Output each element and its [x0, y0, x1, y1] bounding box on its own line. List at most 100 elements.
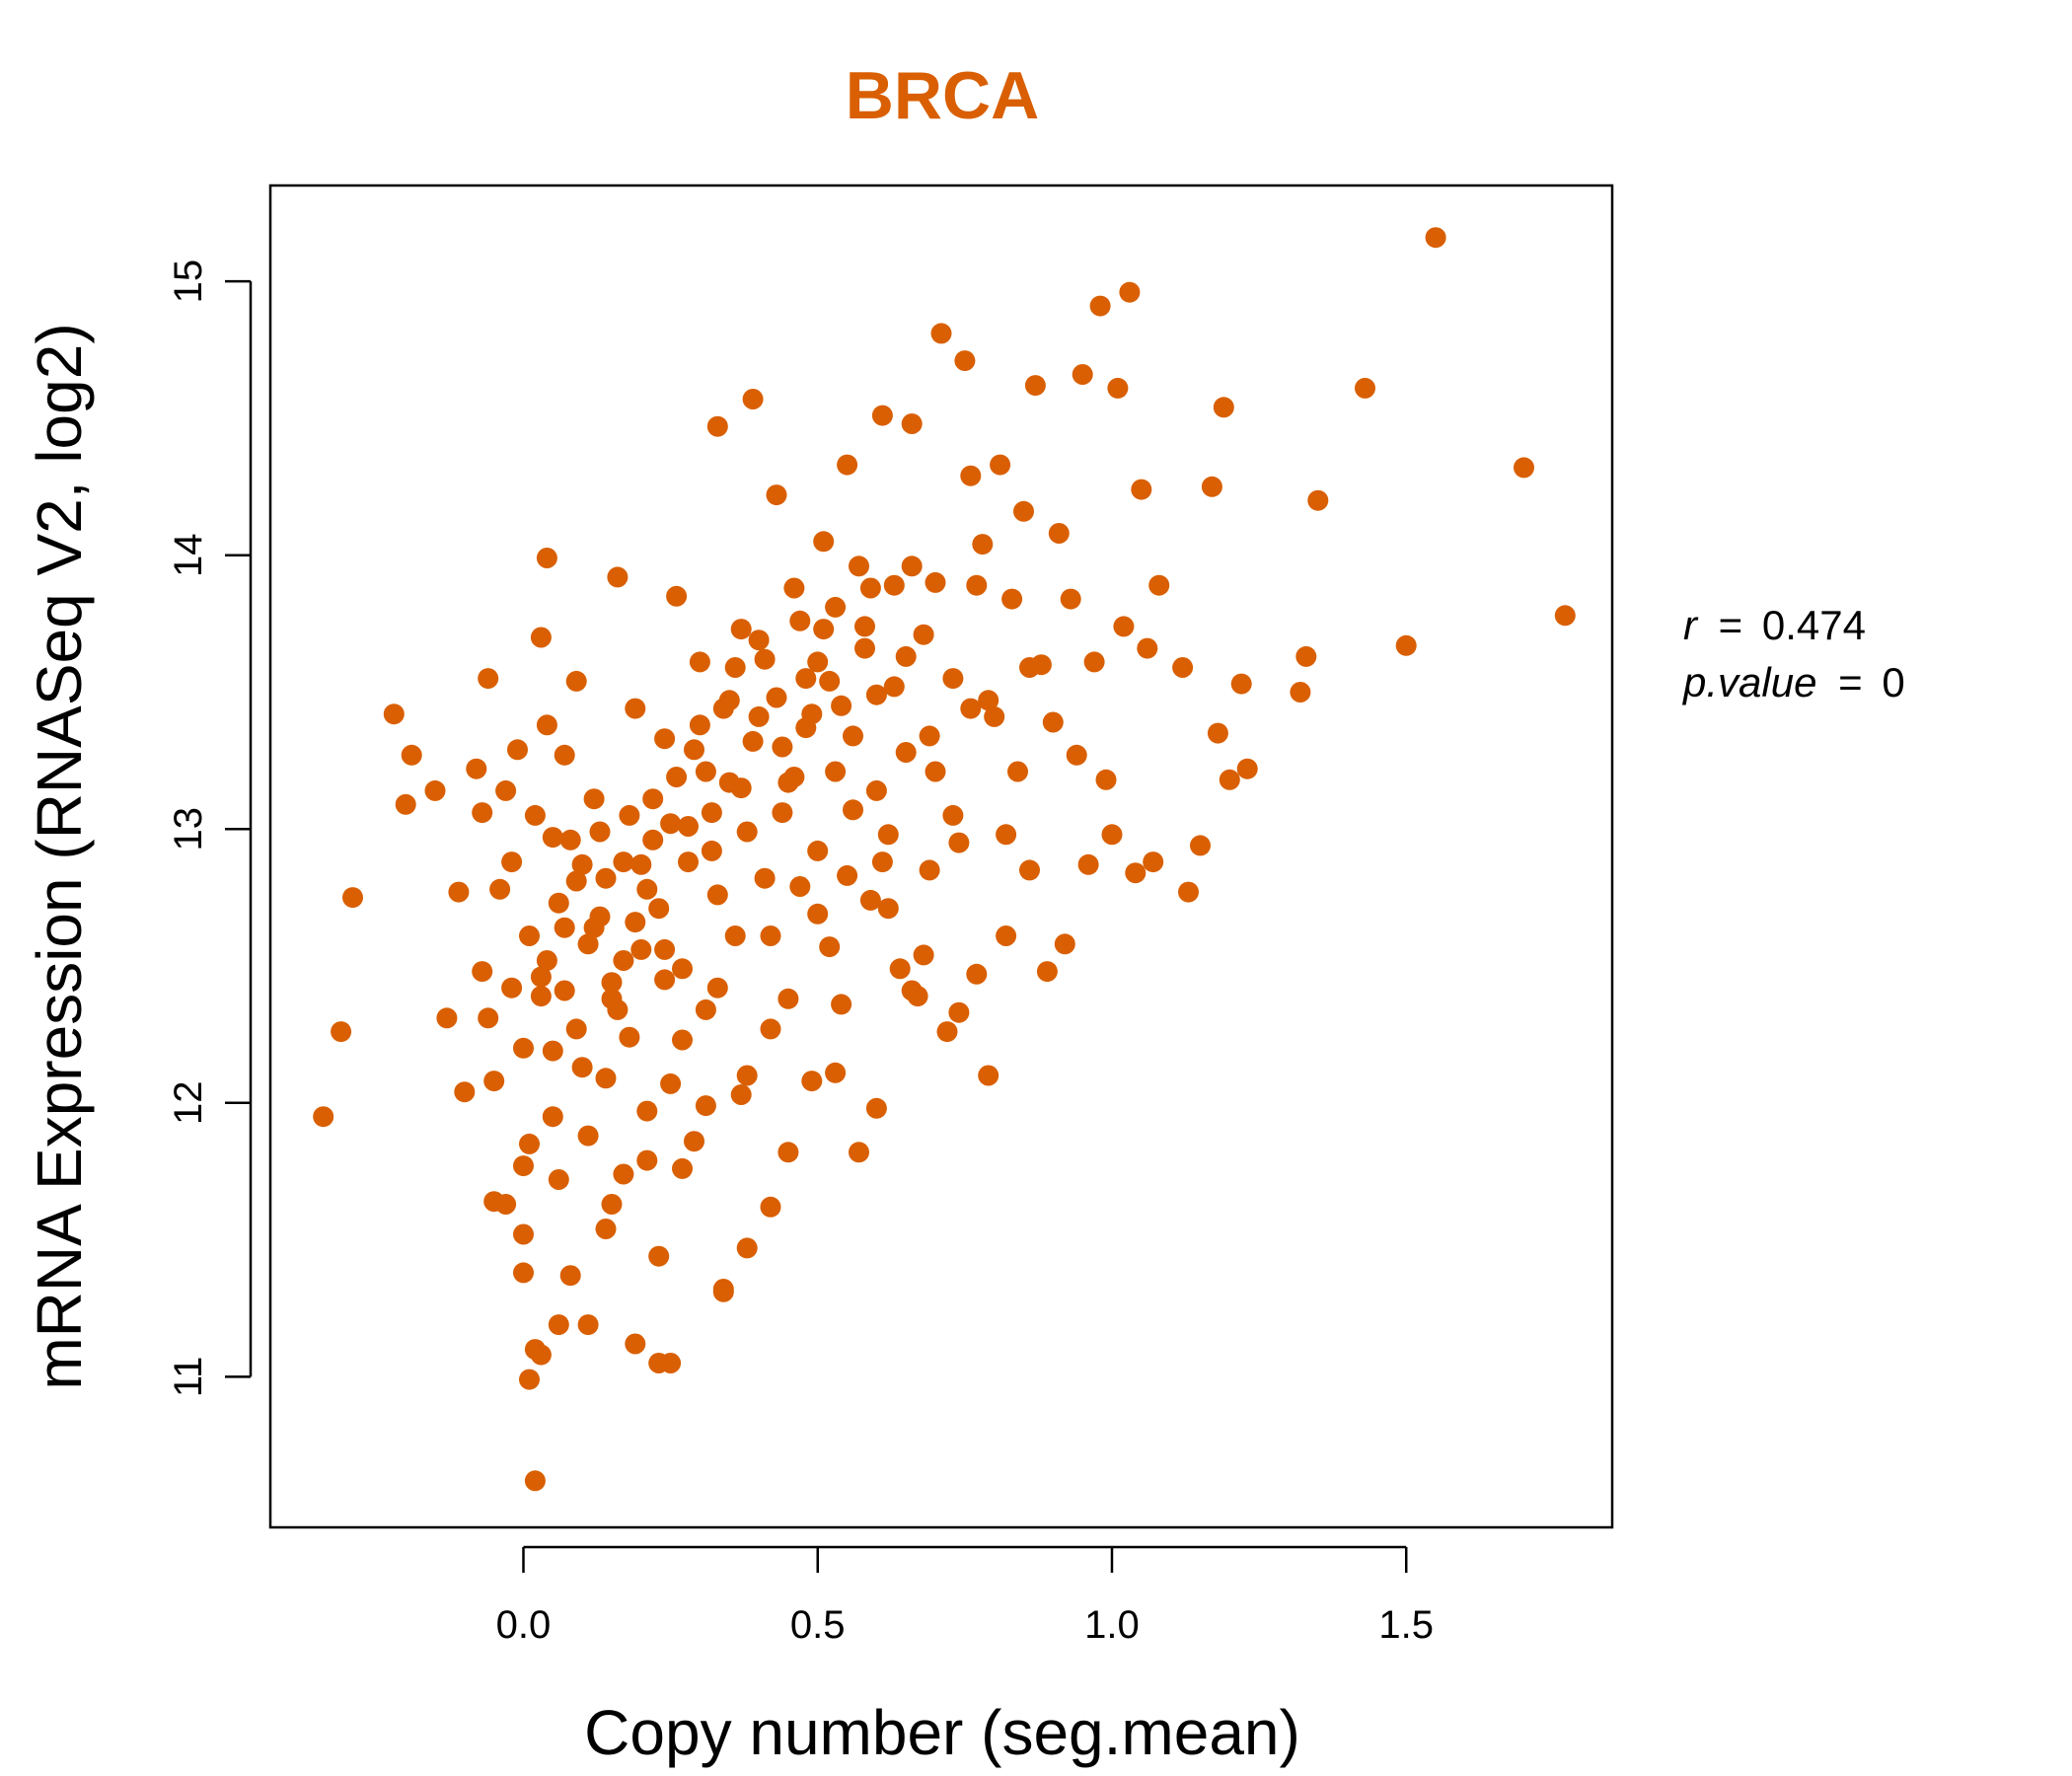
data-point — [489, 878, 511, 900]
data-point — [960, 465, 982, 486]
data-point — [601, 972, 623, 994]
data-point — [695, 1095, 716, 1117]
x-axis: 0.0 0.5 1.0 1.5 — [496, 1545, 1434, 1647]
data-point — [1007, 761, 1028, 782]
data-point — [689, 714, 710, 736]
data-point — [495, 1194, 517, 1215]
data-point — [865, 779, 887, 801]
data-point — [984, 705, 1005, 727]
data-point — [513, 1223, 534, 1245]
data-point — [613, 950, 634, 971]
data-point — [1054, 933, 1075, 955]
data-point — [672, 958, 693, 980]
data-point — [724, 925, 746, 946]
data-point — [736, 1237, 758, 1259]
data-point — [1107, 377, 1129, 399]
data-point — [854, 616, 875, 637]
data-point — [724, 657, 746, 678]
data-point — [742, 389, 764, 409]
data-point — [383, 703, 405, 725]
data-point — [1019, 859, 1040, 881]
data-point — [819, 936, 841, 958]
data-point — [901, 980, 923, 1001]
data-point — [843, 799, 863, 821]
data-point — [748, 705, 770, 727]
data-point — [766, 484, 787, 506]
data-point — [559, 1265, 581, 1287]
data-point — [889, 958, 911, 980]
data-point — [706, 977, 728, 999]
y-tick-label: 13 — [167, 807, 210, 851]
data-point — [942, 804, 964, 826]
data-point — [1036, 961, 1058, 983]
data-point — [542, 1040, 563, 1062]
data-point — [577, 933, 599, 955]
data-point — [672, 1029, 693, 1051]
data-point — [919, 859, 940, 881]
data-point — [813, 531, 835, 553]
data-point — [519, 1369, 540, 1390]
data-point — [730, 1084, 752, 1105]
data-point — [472, 961, 493, 983]
data-point — [613, 851, 634, 873]
data-point — [478, 668, 499, 690]
data-point — [766, 687, 787, 708]
plot-frame — [268, 184, 1614, 1529]
data-point — [1236, 758, 1258, 779]
data-point — [913, 944, 934, 966]
x-tick-label: 0.5 — [790, 1603, 846, 1647]
data-point — [1307, 489, 1329, 511]
data-point — [530, 966, 552, 988]
data-point — [877, 898, 899, 920]
data-point — [678, 816, 699, 837]
data-point — [401, 744, 422, 766]
data-point — [524, 804, 546, 826]
data-point — [1219, 769, 1240, 790]
data-point — [877, 824, 899, 846]
y-tick-label: 14 — [167, 533, 210, 577]
data-point — [536, 714, 557, 736]
data-point — [859, 577, 881, 599]
data-point — [1066, 744, 1087, 766]
data-point — [1290, 682, 1311, 703]
x-tick-label: 1.0 — [1084, 1603, 1140, 1647]
data-point — [895, 645, 917, 667]
x-axis-title: Copy number (seg.mean) — [584, 1697, 1300, 1768]
data-point — [1148, 574, 1170, 596]
data-point — [706, 415, 728, 437]
data-point — [1207, 722, 1228, 744]
data-point — [754, 648, 776, 670]
y-axis: 11 12 13 14 15 — [167, 259, 253, 1397]
data-point — [760, 1196, 781, 1218]
data-point — [577, 1125, 599, 1147]
data-point — [565, 670, 587, 692]
data-point — [825, 596, 847, 618]
data-point — [666, 767, 688, 787]
data-point — [1178, 881, 1199, 903]
data-point — [684, 1131, 704, 1152]
data-point — [1089, 295, 1111, 317]
data-point — [313, 1106, 334, 1128]
data-point — [712, 698, 734, 719]
data-point — [495, 779, 517, 801]
data-point — [636, 1100, 658, 1122]
data-point — [1143, 851, 1164, 873]
data-point — [1013, 500, 1034, 522]
data-point — [966, 574, 988, 596]
data-point — [1048, 523, 1070, 544]
data-point — [1425, 227, 1446, 249]
data-point — [1113, 616, 1135, 637]
data-point — [825, 1062, 847, 1083]
data-point — [636, 878, 658, 900]
data-point — [519, 925, 540, 946]
data-point — [625, 912, 646, 933]
y-tick-label: 15 — [167, 259, 210, 304]
data-point — [754, 867, 776, 889]
data-point — [1072, 364, 1093, 385]
data-point — [777, 988, 799, 1009]
data-point — [772, 802, 793, 824]
data-point — [706, 884, 728, 906]
data-point — [990, 454, 1011, 476]
data-point — [789, 610, 811, 631]
